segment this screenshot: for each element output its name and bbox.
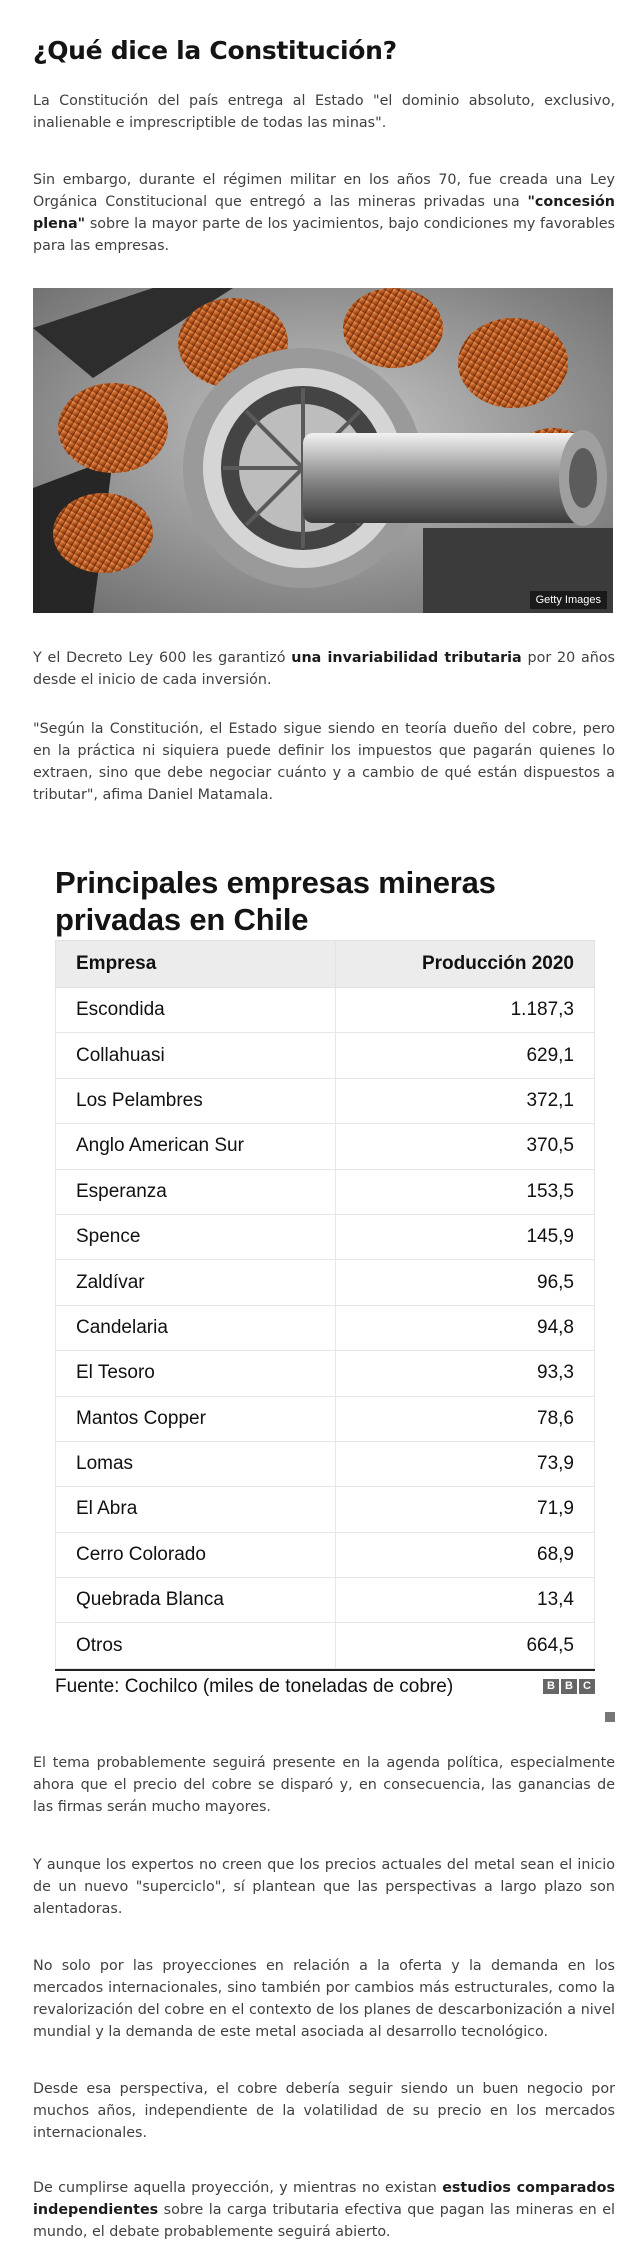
infographic-footer: Fuente: Cochilco (miles de toneladas de … (55, 1668, 595, 1703)
table-row: Cerro Colorado 68,9 (54, 1531, 595, 1579)
expand-image-icon[interactable] (605, 1712, 615, 1722)
bbc-logo: B B C (543, 1679, 595, 1695)
company-cell: Candelaria (54, 1304, 337, 1352)
table-row: Anglo American Sur 370,5 (54, 1123, 595, 1170)
table-row: Mantos Copper 78,6 (54, 1395, 595, 1442)
paragraph-decree-600: Y el Decreto Ley 600 les garantizó una i… (33, 647, 615, 691)
production-cell: 13,4 (335, 1577, 595, 1624)
company-cell: Spence (54, 1213, 337, 1261)
mining-table: Empresa Producción 2020 Escondida 1.187,3… (54, 940, 595, 1669)
production-cell: 664,5 (335, 1622, 595, 1669)
paragraph-text: sobre la carga tributaria efectiva que p… (33, 2202, 615, 2240)
paragraph-text: Y el Decreto Ley 600 les garantizó (33, 650, 292, 666)
table-row: El Tesoro 93,3 (54, 1350, 595, 1397)
table-row: Zaldívar 96,5 (54, 1259, 595, 1306)
company-cell: Anglo American Sur (54, 1123, 337, 1170)
company-cell: Escondida (54, 986, 337, 1034)
section-heading: ¿Qué dice la Constitución? (33, 36, 397, 65)
paragraph-text: De cumplirse aquella proyección, y mient… (33, 2180, 443, 2196)
paragraph-bold: "concesión plena" (33, 194, 615, 232)
table-row: Escondida 1.187,3 (54, 986, 595, 1034)
production-cell: 153,5 (335, 1168, 595, 1215)
paragraph-constitution: La Constitución del país entrega al Esta… (33, 93, 615, 131)
company-cell: Los Pelambres (54, 1077, 337, 1125)
company-cell: Quebrada Blanca (54, 1577, 337, 1624)
production-cell: 1.187,3 (335, 986, 595, 1034)
table-row: Candelaria 94,8 (54, 1304, 595, 1352)
table-row: Los Pelambres 372,1 (54, 1077, 595, 1125)
paragraph-supercycle: Y aunque los expertos no creen que los p… (33, 1857, 615, 1917)
production-cell: 145,9 (335, 1213, 595, 1261)
paragraph-bold: una invariabilidad tributaria (291, 650, 522, 666)
bbc-logo-letter: C (579, 1679, 595, 1695)
production-cell: 93,3 (335, 1350, 595, 1397)
company-cell: Lomas (54, 1440, 337, 1488)
company-cell: Collahuasi (54, 1032, 337, 1079)
company-cell: Cerro Colorado (54, 1531, 337, 1579)
company-cell: Zaldívar (54, 1259, 337, 1306)
bbc-logo-letter: B (543, 1679, 559, 1695)
production-cell: 94,8 (335, 1304, 595, 1352)
table-row: El Abra 71,9 (54, 1486, 595, 1533)
copper-motor-illustration (33, 288, 613, 613)
paragraph-text: Sin embargo, durante el régimen militar … (33, 172, 615, 210)
column-header-production: Producción 2020 (335, 940, 595, 988)
paragraph-good-business: Desde esa perspectiva, el cobre debería … (33, 2081, 615, 2141)
infographic-source: Fuente: Cochilco (miles de toneladas de … (55, 1675, 454, 1697)
production-cell: 78,6 (335, 1395, 595, 1442)
company-cell: Esperanza (54, 1168, 337, 1215)
production-cell: 73,9 (335, 1440, 595, 1488)
table-row: Esperanza 153,5 (54, 1168, 595, 1215)
bbc-logo-letter: B (561, 1679, 577, 1695)
article-image: Getty Images (33, 288, 613, 613)
paragraph-bold: estudios comparados independientes (33, 2180, 615, 2218)
production-cell: 71,9 (335, 1486, 595, 1533)
table-row: Spence 145,9 (54, 1213, 595, 1261)
paragraph-debate: De cumplirse aquella proyección, y mient… (33, 2177, 615, 2243)
image-credit: Getty Images (529, 591, 607, 609)
paragraph-projections: No solo por las proyecciones en relación… (33, 1958, 615, 2040)
column-header-company: Empresa (54, 940, 337, 988)
table-header-row: Empresa Producción 2020 (54, 940, 595, 988)
production-cell: 68,9 (335, 1531, 595, 1579)
paragraph-text: sobre la mayor parte de los yacimientos,… (33, 216, 615, 254)
production-cell: 372,1 (335, 1077, 595, 1125)
paragraph-military-regime: Sin embargo, durante el régimen militar … (33, 169, 615, 257)
infographic-title: Principales empresas mineras privadas en… (55, 865, 496, 937)
paragraph-quote-matamala: "Según la Constitución, el Estado sigue … (33, 721, 615, 803)
paragraph-political-agenda: El tema probablemente seguirá presente e… (33, 1755, 615, 1815)
table-row: Otros 664,5 (54, 1622, 595, 1669)
production-cell: 370,5 (335, 1123, 595, 1170)
mining-companies-infographic: Principales empresas mineras privadas en… (54, 864, 595, 1703)
company-cell: El Abra (54, 1486, 337, 1533)
paragraph-text: por 20 años desde el inicio de cada inve… (33, 650, 615, 688)
company-cell: El Tesoro (54, 1350, 337, 1397)
production-cell: 629,1 (335, 1032, 595, 1079)
table-row: Collahuasi 629,1 (54, 1032, 595, 1079)
table-row: Lomas 73,9 (54, 1440, 595, 1488)
company-cell: Mantos Copper (54, 1395, 337, 1442)
company-cell: Otros (54, 1622, 337, 1669)
production-cell: 96,5 (335, 1259, 595, 1306)
table-row: Quebrada Blanca 13,4 (54, 1577, 595, 1624)
